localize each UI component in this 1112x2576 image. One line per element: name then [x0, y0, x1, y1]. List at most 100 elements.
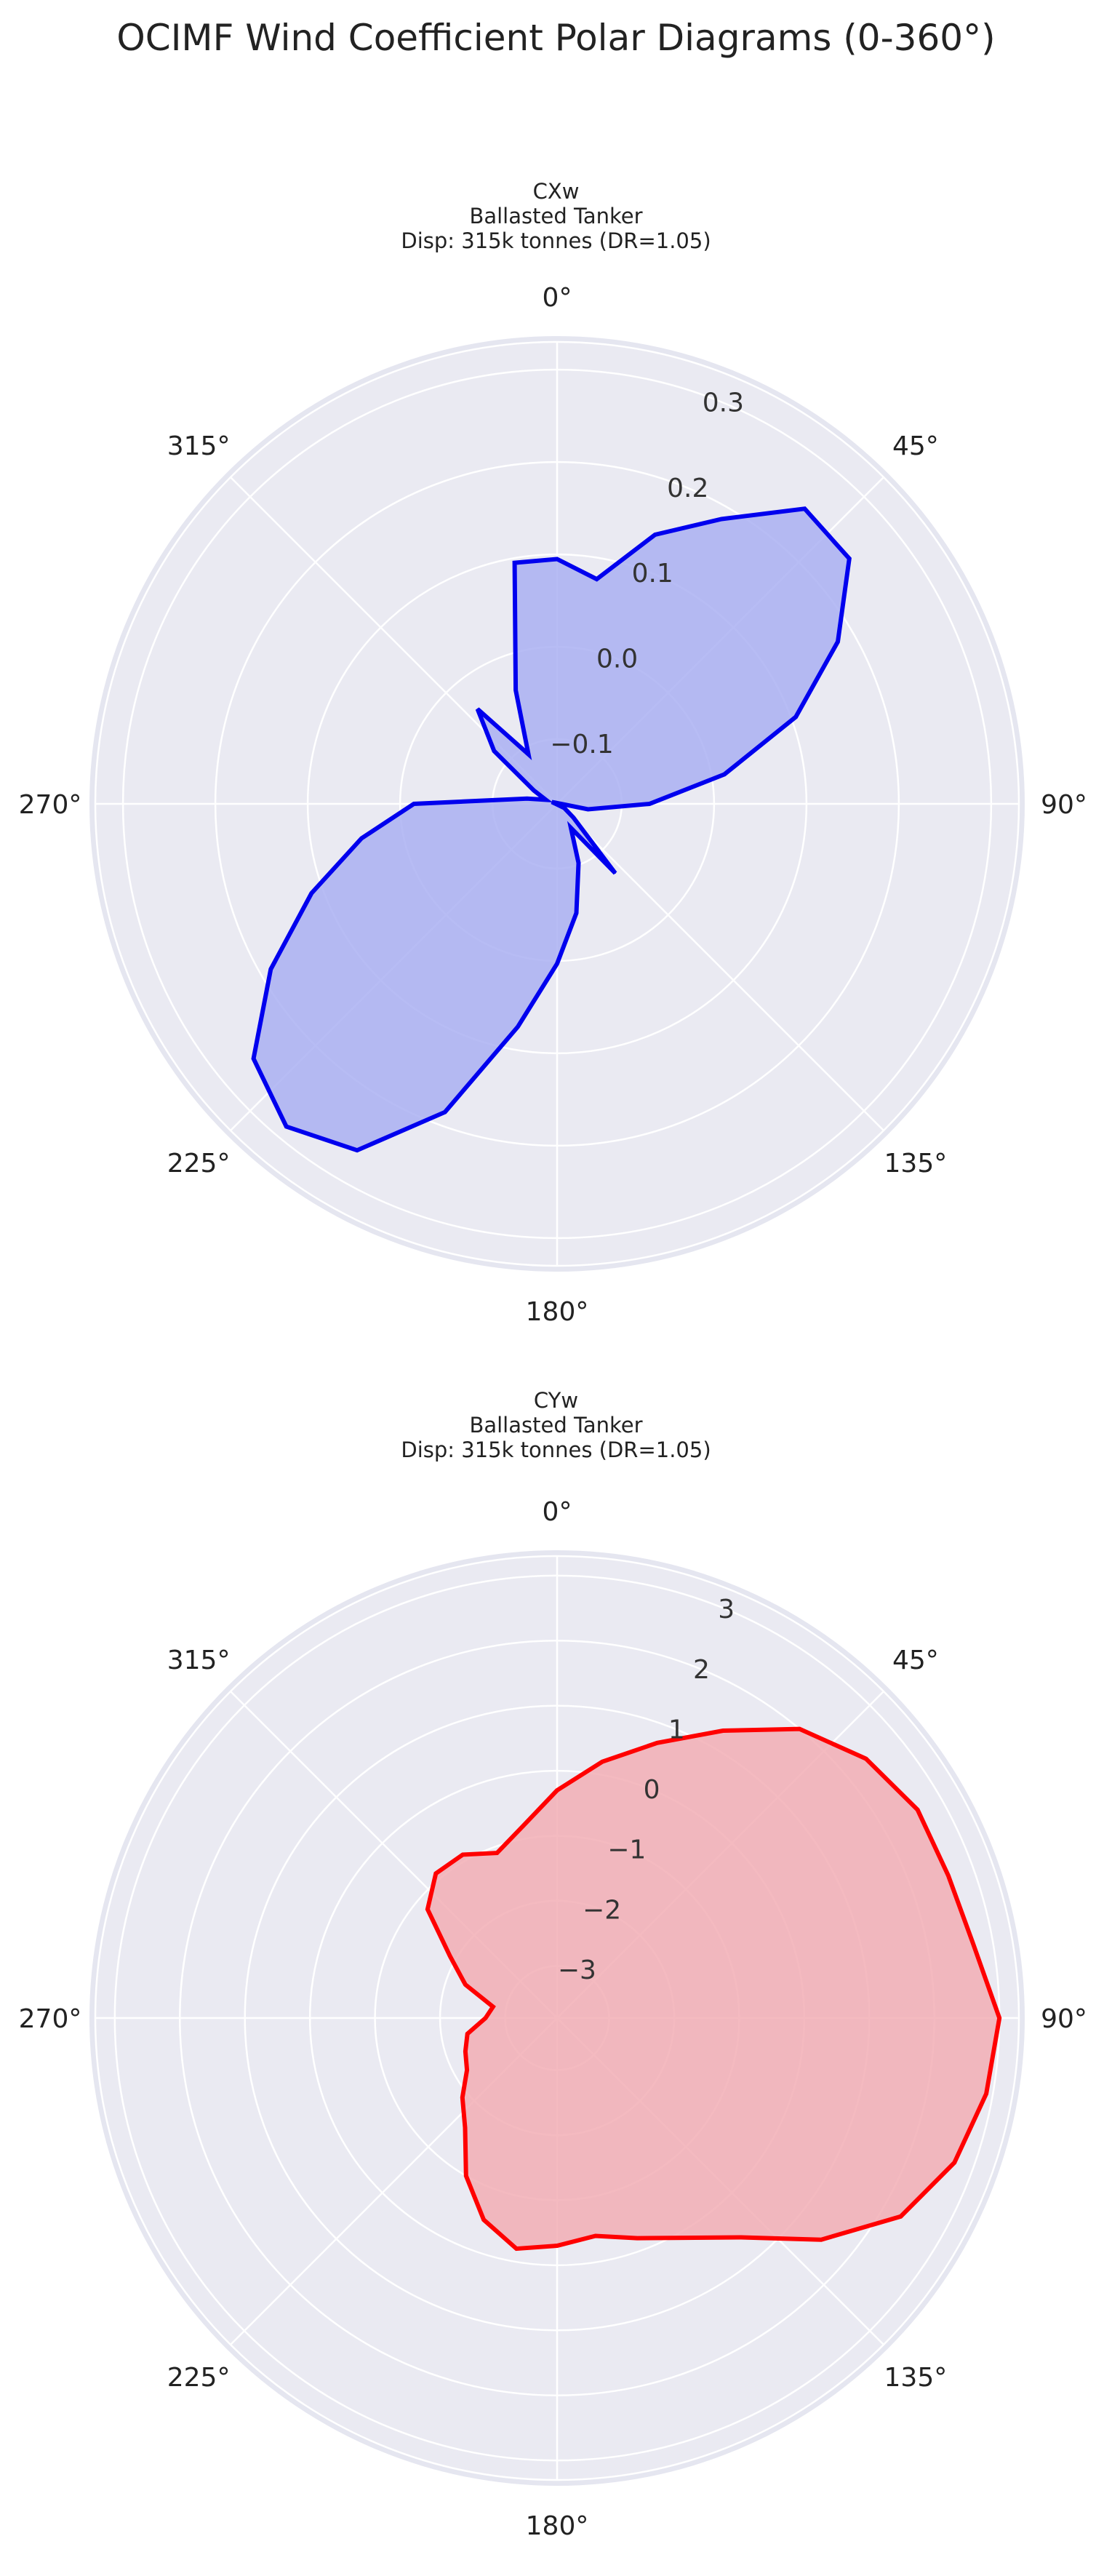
data-point — [515, 689, 516, 691]
series-area — [253, 509, 849, 1151]
data-point — [948, 1875, 949, 1876]
series-area — [427, 1728, 1000, 2249]
radial-tick-label: 0.2 — [667, 474, 708, 503]
data-point — [570, 827, 572, 829]
data-point — [533, 789, 535, 791]
data-point — [556, 2245, 558, 2246]
angle-tick-label: 135° — [884, 2363, 948, 2393]
angle-tick-label: 45° — [892, 1646, 939, 1675]
data-point — [724, 773, 725, 775]
data-point — [545, 799, 547, 801]
data-point — [865, 1758, 867, 1760]
data-point — [601, 1760, 603, 1763]
figure-title: OCIMF Wind Coefficient Polar Diagrams (0… — [116, 17, 996, 59]
data-point — [444, 1111, 446, 1113]
data-point — [270, 968, 272, 970]
data-point — [493, 750, 495, 752]
data-point — [465, 2051, 466, 2052]
data-point — [795, 716, 796, 718]
data-point — [916, 1809, 919, 1811]
angle-tick-label: 0° — [543, 283, 572, 313]
angle-tick-label: 90° — [1041, 2004, 1087, 2034]
data-point — [413, 803, 415, 805]
data-point — [462, 1854, 464, 1856]
data-point — [683, 2237, 685, 2238]
angle-tick-label: 0° — [543, 1497, 572, 1527]
data-point — [513, 562, 516, 564]
angle-tick-label: 270° — [19, 2004, 82, 2034]
angle-tick-label: 180° — [526, 1297, 589, 1327]
chart-2-title-line-2: Ballasted Tanker — [469, 1413, 643, 1437]
data-point — [466, 2069, 468, 2071]
chart-1-title-line-3: Disp: 315k tonnes (DR=1.05) — [401, 228, 711, 253]
data-point — [556, 1790, 558, 1791]
data-point — [356, 1149, 358, 1151]
data-point — [551, 801, 553, 803]
data-point — [799, 1728, 801, 1730]
data-point — [572, 817, 575, 818]
chart-1-title: CXw Ballasted Tanker Disp: 315k tonnes (… — [0, 179, 1112, 253]
data-point — [522, 1825, 524, 1827]
data-point — [252, 1058, 255, 1059]
chart-1-title-line-2: Ballasted Tanker — [469, 204, 643, 228]
data-point — [285, 1125, 287, 1128]
data-point — [636, 2237, 638, 2239]
data-point — [656, 1742, 658, 1744]
radial-tick-label: −2 — [583, 1895, 621, 1925]
data-point — [985, 2093, 987, 2094]
data-point — [564, 807, 565, 809]
data-point — [804, 508, 806, 510]
data-point — [837, 641, 839, 642]
chart-2-title: CYw Ballasted Tanker Disp: 315k tonnes (… — [0, 1388, 1112, 1462]
radial-tick-label: 3 — [718, 1595, 735, 1624]
data-point — [465, 1984, 466, 1985]
data-point — [649, 803, 650, 805]
angle-tick-label: 90° — [1041, 790, 1087, 820]
data-point — [526, 797, 528, 799]
radial-tick-label: 0.0 — [596, 645, 638, 674]
data-point — [577, 862, 580, 864]
radial-tick-label: 0.1 — [632, 559, 673, 589]
data-point — [465, 2175, 467, 2177]
chart-2-title-line-3: Disp: 315k tonnes (DR=1.05) — [401, 1437, 711, 1462]
data-point — [596, 578, 598, 580]
data-point — [466, 2033, 468, 2035]
data-point — [516, 2248, 517, 2249]
data-point — [722, 1730, 724, 1731]
data-point — [721, 518, 722, 520]
cyw-polar-chart: −3 −2 −1 0 1 2 3 0° 45° 90° 135° 180° 225° 270° 315° — [19, 1497, 1087, 2541]
radial-tick-label: 1 — [668, 1715, 685, 1744]
chart-2-title-line-1: CYw — [533, 1388, 579, 1413]
data-point — [900, 2216, 902, 2217]
data-point — [654, 534, 656, 535]
data-point — [464, 2126, 466, 2129]
data-point — [311, 893, 313, 894]
radial-tick-label: 0.3 — [703, 388, 744, 418]
data-point — [615, 872, 616, 874]
data-point — [575, 912, 577, 914]
radial-tick-label: 2 — [693, 1655, 710, 1685]
angle-tick-label: 270° — [19, 790, 82, 820]
data-point — [427, 1908, 428, 1910]
angle-tick-label: 225° — [167, 2363, 231, 2393]
data-point — [483, 2219, 484, 2221]
data-point — [484, 2017, 487, 2019]
data-point — [595, 2235, 596, 2237]
cxw-polar-chart: −0.1 0.0 0.1 0.2 0.3 0° 45° 90° 135° 180° 225° 270°… — [19, 283, 1087, 1327]
data-point — [449, 1955, 451, 1957]
angle-tick-label: 315° — [167, 431, 231, 461]
data-point — [556, 962, 558, 965]
data-point — [435, 1873, 437, 1875]
angle-grid-line — [556, 803, 884, 1131]
radial-tick-label: −0.1 — [550, 730, 613, 759]
data-point — [740, 2236, 742, 2238]
data-point — [556, 558, 558, 560]
data-point — [953, 2162, 956, 2164]
angle-tick-label: 135° — [884, 1149, 948, 1179]
angle-tick-label: 180° — [526, 2511, 589, 2541]
radial-tick-label: −3 — [558, 1955, 596, 1985]
data-point — [972, 1944, 975, 1945]
data-point — [527, 754, 529, 755]
radial-tick-label: −1 — [607, 1835, 646, 1865]
data-point — [361, 837, 362, 840]
